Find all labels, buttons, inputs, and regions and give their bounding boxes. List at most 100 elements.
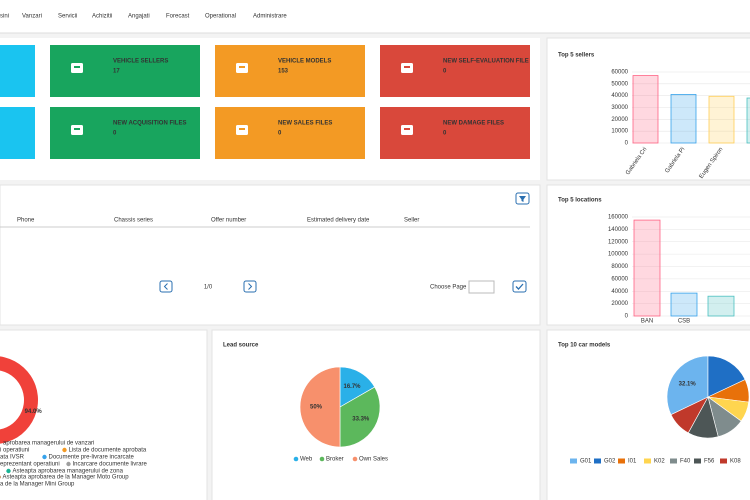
pie-slice [707, 355, 746, 398]
slice-label: 33.3% [352, 417, 370, 423]
y-tick-label: 10000 [611, 129, 628, 135]
tile-value: 0 [443, 131, 447, 137]
bar [670, 94, 697, 144]
legend-label: G01 [580, 459, 592, 465]
table-header: Seller [404, 218, 419, 224]
tile-value: 0 [278, 131, 282, 137]
legend-swatch [594, 458, 601, 464]
slice-label: 94.0% [25, 409, 43, 415]
chart-title: Lead source [223, 343, 259, 349]
x-tick-label: CSB [678, 319, 690, 325]
legend-swatch [0, 475, 1, 479]
tile-icon-detail [74, 128, 80, 130]
bar [707, 295, 735, 317]
legend-swatch [618, 458, 625, 464]
y-tick-label: 60000 [611, 70, 628, 76]
tile-label: NEW DAMAGE FILES [443, 121, 504, 127]
pie-slice [339, 386, 381, 448]
tile-cut [0, 107, 35, 159]
legend-swatch [293, 456, 299, 462]
locations-panel [546, 184, 750, 326]
slice-label: 32.1% [679, 381, 697, 387]
nav-item[interactable]: sini [0, 14, 9, 20]
legend-label: Asteapta aprobarea de la Manager Moto Gr… [3, 475, 130, 481]
legend-swatch [570, 458, 577, 464]
bar [708, 95, 735, 144]
legend-swatch [62, 447, 67, 453]
legend-swatch [319, 456, 325, 462]
bar [632, 75, 659, 144]
legend-label: Own Sales [359, 457, 388, 463]
filter-icon [519, 196, 526, 202]
prev-icon [163, 283, 168, 290]
donut-slice [0, 356, 38, 444]
y-tick-label: 80000 [611, 264, 628, 270]
chart-title: Top 5 sellers [558, 53, 595, 59]
page-input[interactable] [468, 280, 495, 294]
nav-item[interactable]: Vanzari [22, 14, 42, 20]
tile-label: VEHICLE SELLERS [113, 59, 168, 65]
table-panel [0, 184, 541, 326]
legend-swatch [644, 458, 651, 464]
legend-label: aprobarea managerului de vanzari [3, 441, 94, 447]
go-button[interactable] [512, 280, 527, 293]
nav-item[interactable]: Operational [205, 14, 236, 20]
legend-label: I01 [628, 459, 637, 465]
y-tick-label: 160000 [608, 215, 629, 221]
table-header: Offer number [211, 218, 246, 224]
tile-label: NEW SALES FILES [278, 121, 332, 127]
legend-label: K02 [654, 459, 665, 465]
y-tick-label: 60000 [611, 276, 628, 282]
nav-item[interactable]: Forecast [166, 14, 190, 20]
legend-label: F40 [680, 459, 691, 465]
next-button[interactable] [243, 280, 257, 293]
chart-title: Top 10 car models [558, 343, 611, 349]
y-tick-label: 0 [625, 141, 629, 147]
legend-label: Documente pre-livrare incarcate [49, 455, 135, 461]
legend-swatch [670, 458, 677, 464]
tile-icon-detail [74, 66, 80, 68]
nav-item[interactable]: Angajati [128, 14, 150, 20]
prev-button[interactable] [159, 280, 173, 293]
tile-icon-detail [404, 128, 410, 130]
bar [746, 97, 750, 144]
legend-swatch [694, 458, 701, 464]
legend-label: K08 [730, 459, 741, 465]
tile-icon-detail [404, 66, 410, 68]
tile-value: 153 [278, 69, 289, 75]
nav-bar [0, 0, 750, 33]
legend-label: Broker [326, 457, 344, 463]
y-tick-label: 30000 [611, 105, 628, 111]
chart-title: Top 5 locations [558, 198, 602, 204]
legend-label: Web [300, 457, 313, 463]
legend-swatch [66, 461, 71, 467]
tile-label: NEW ACQUISITION FILES [113, 121, 186, 127]
tile-icon-detail [239, 128, 245, 130]
tile-cut [0, 45, 35, 97]
legend-label: Lista de documente aprobata [69, 448, 147, 454]
next-icon [248, 283, 253, 290]
bar [633, 219, 661, 317]
sellers-panel [546, 37, 750, 181]
tile-icon-detail [239, 66, 245, 68]
nav-item[interactable]: Achizitii [92, 14, 112, 20]
y-tick-label: 140000 [608, 227, 629, 233]
tile-value: 17 [113, 69, 120, 75]
y-tick-label: 40000 [611, 289, 628, 295]
pie-slice [666, 355, 709, 416]
legend-label: G02 [604, 459, 616, 465]
y-tick-label: 20000 [611, 301, 628, 307]
nav-item[interactable]: Administrare [253, 14, 287, 20]
legend-swatch [6, 468, 11, 474]
y-tick-label: 100000 [608, 252, 629, 258]
legend-label: eprezentant operatiuni [0, 462, 60, 468]
y-tick-label: 50000 [611, 81, 628, 87]
legend-swatch [352, 456, 358, 462]
pie-slice [299, 366, 341, 448]
pie-slice [670, 396, 709, 434]
nav-item[interactable]: Servicii [58, 14, 77, 20]
tile-value: 0 [443, 69, 447, 75]
slice-label: 50% [310, 405, 323, 411]
y-tick-label: 40000 [611, 93, 628, 99]
